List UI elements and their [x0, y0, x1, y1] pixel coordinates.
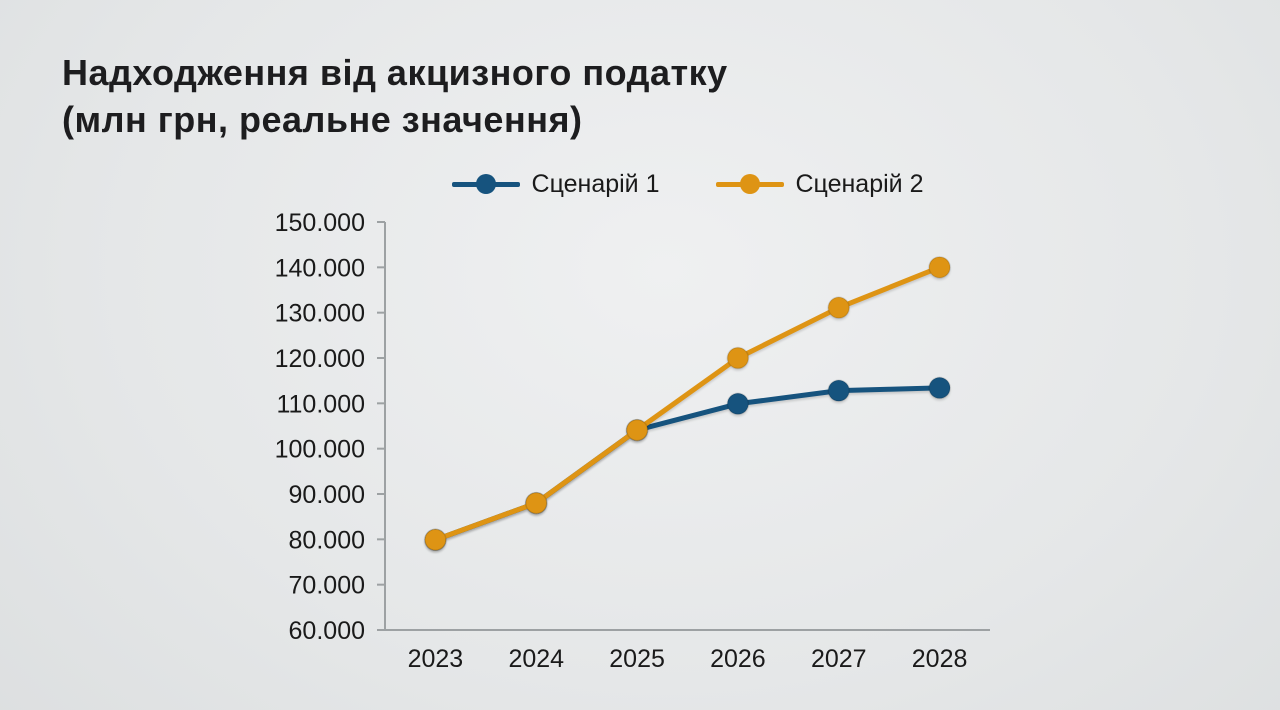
- x-axis-tick-label: 2023: [408, 645, 464, 673]
- y-axis-tick-label: 60.000: [289, 617, 365, 645]
- data-point-marker: [827, 296, 850, 319]
- data-point-marker: [928, 376, 951, 400]
- series-1: [424, 376, 951, 552]
- y-axis-tick-label: 150.000: [275, 209, 365, 237]
- chart-title-line-1: Надходження від акцизного податку: [62, 52, 728, 93]
- y-axis-labels: 60.000 70.000 80.000 90.000 100.000 110.000 12…: [275, 209, 365, 645]
- y-axis-tick-label: 130.000: [275, 300, 365, 328]
- x-axis-tick-label: 2024: [508, 645, 564, 673]
- legend-label-scenario-1: Сценарій 1: [531, 169, 660, 198]
- chart-title: Надходження від акцизного податку (млн г…: [62, 50, 728, 144]
- data-point-marker: [525, 491, 548, 515]
- legend-item-scenario-2: Сценарій 2: [715, 169, 924, 199]
- series-2: [424, 256, 951, 552]
- legend-dot-icon: [475, 174, 496, 194]
- legend-label-scenario-2: Сценарій 2: [795, 169, 924, 198]
- y-axis-tick-label: 120.000: [275, 345, 365, 373]
- y-axis-tick-label: 90.000: [289, 481, 365, 509]
- data-point-marker: [726, 346, 750, 370]
- legend-swatch-scenario-2: [715, 172, 784, 196]
- y-axis-tick-label: 70.000: [289, 572, 365, 600]
- series-line: [432, 385, 943, 543]
- data-point-marker: [928, 256, 951, 279]
- data-point-marker: [424, 528, 447, 552]
- y-axis-tick-label: 110.000: [276, 390, 365, 418]
- chart-legend: Сценарій 1 Сценарій 2: [385, 168, 990, 200]
- data-point-marker: [625, 418, 649, 442]
- legend-swatch-scenario-1: [451, 172, 520, 196]
- series-line: [432, 264, 943, 543]
- chart-title-line-2: (млн грн, реальне значення): [62, 98, 583, 140]
- x-axis-tick-label: 2025: [609, 645, 665, 673]
- x-axis-labels: 2023 2024 2025 2026 2027 2028: [408, 645, 968, 673]
- x-axis-tick-label: 2028: [912, 645, 968, 673]
- x-axis-tick-label: 2026: [710, 645, 766, 673]
- legend-dot-icon: [739, 174, 760, 194]
- chart-axes: [377, 221, 990, 631]
- y-axis-tick-label: 140.000: [275, 254, 365, 282]
- legend-item-scenario-1: Сценарій 1: [451, 169, 660, 199]
- data-point-marker: [726, 392, 750, 416]
- y-axis-tick-label: 100.000: [275, 436, 365, 464]
- y-axis-tick-label: 80.000: [289, 526, 365, 554]
- data-point-marker: [827, 379, 850, 402]
- x-axis-tick-label: 2027: [811, 645, 867, 673]
